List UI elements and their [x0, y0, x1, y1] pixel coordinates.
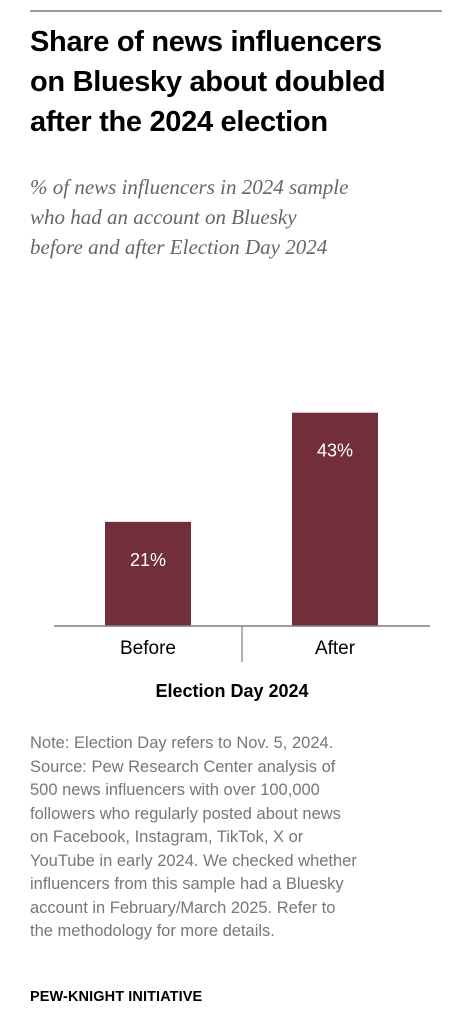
note-line: on Facebook, Instagram, TikTok, X or [30, 828, 304, 846]
bar-value-label: 43% [317, 441, 353, 461]
subtitle-line: before and after Election Day 2024 [30, 235, 328, 259]
x-axis-title: Election Day 2024 [155, 681, 309, 701]
title-line: Share of news influencers [30, 26, 382, 58]
note-line: followers who regularly posted about new… [30, 804, 341, 823]
subtitle-line: % of news influencers in 2024 sample [30, 175, 349, 199]
bar [292, 412, 378, 626]
source-note: Note: Election Day refers to Nov. 5, 202… [30, 732, 450, 944]
top-rule [30, 10, 442, 12]
title-line: on Bluesky about doubled [30, 66, 386, 98]
title-line: after the 2024 election [30, 106, 328, 138]
note-line: YouTube in early 2024. We checked whethe… [30, 851, 357, 870]
bar-chart: 21% Before 43% After [54, 412, 430, 662]
bar-value-label: 21% [130, 550, 166, 570]
chart-subtitle: % of news influencers in 2024 sample who… [30, 172, 450, 262]
subtitle-line: who had an account on Bluesky [30, 205, 297, 229]
note-line: Source: Pew Research Center analysis of [30, 757, 336, 776]
chart-title: Share of news influencers on Bluesky abo… [30, 22, 450, 142]
category-label: Before [120, 638, 176, 659]
note-line: influencers from this sample had a Blues… [30, 875, 344, 893]
note-line: 500 news influencers with over 100,000 [30, 781, 320, 799]
category-label: After [315, 638, 356, 659]
note-line: account in February/March 2025. Refer to [30, 898, 336, 917]
note-line: Note: Election Day refers to Nov. 5, 202… [30, 734, 334, 752]
note-line: the methodology for more details. [30, 922, 275, 940]
footer-credit: PEW-KNIGHT INITIATIVE [30, 989, 203, 1005]
bar [105, 521, 191, 626]
